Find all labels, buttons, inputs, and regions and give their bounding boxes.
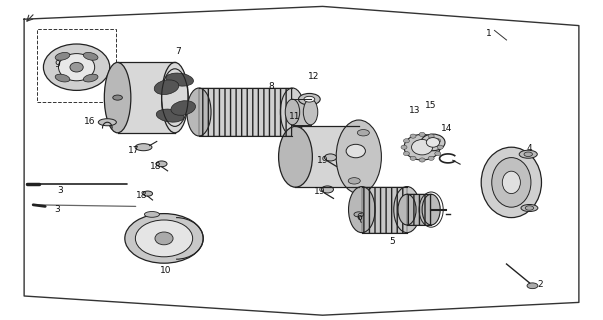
Ellipse shape <box>156 109 184 122</box>
Ellipse shape <box>342 126 376 187</box>
Text: 18: 18 <box>136 191 148 200</box>
Ellipse shape <box>435 139 441 143</box>
Ellipse shape <box>143 191 153 196</box>
Text: 19: 19 <box>317 156 329 164</box>
Text: 15: 15 <box>425 101 437 110</box>
Ellipse shape <box>403 152 409 156</box>
Circle shape <box>527 283 538 289</box>
Ellipse shape <box>349 187 375 233</box>
Ellipse shape <box>154 80 179 94</box>
Text: 7: 7 <box>175 47 181 56</box>
Ellipse shape <box>98 119 116 126</box>
Bar <box>295 126 359 187</box>
Ellipse shape <box>346 144 365 158</box>
Ellipse shape <box>410 156 416 160</box>
Ellipse shape <box>280 88 305 136</box>
Ellipse shape <box>303 99 318 125</box>
Ellipse shape <box>304 96 315 102</box>
Circle shape <box>354 212 364 217</box>
Text: 16: 16 <box>83 117 95 126</box>
Ellipse shape <box>481 147 541 218</box>
Ellipse shape <box>401 145 407 149</box>
Ellipse shape <box>70 62 83 72</box>
Bar <box>362 187 407 233</box>
Ellipse shape <box>419 158 425 162</box>
Text: 2: 2 <box>537 280 543 289</box>
Ellipse shape <box>521 204 538 212</box>
Text: 4: 4 <box>526 144 532 153</box>
Ellipse shape <box>403 139 409 143</box>
Bar <box>362 187 407 233</box>
Text: 1: 1 <box>485 29 491 38</box>
Bar <box>199 88 292 136</box>
Bar <box>37 29 116 102</box>
Ellipse shape <box>491 158 531 207</box>
Ellipse shape <box>410 134 416 138</box>
Ellipse shape <box>519 150 537 158</box>
Ellipse shape <box>166 73 194 86</box>
Ellipse shape <box>298 93 320 105</box>
Text: 11: 11 <box>288 112 300 121</box>
Ellipse shape <box>419 132 425 136</box>
Ellipse shape <box>162 62 188 133</box>
Ellipse shape <box>285 99 300 125</box>
Text: 5: 5 <box>389 237 395 246</box>
Ellipse shape <box>135 144 152 151</box>
Text: 19: 19 <box>314 188 326 196</box>
Circle shape <box>348 178 360 184</box>
Circle shape <box>525 206 534 210</box>
Ellipse shape <box>83 52 98 60</box>
Text: 8: 8 <box>268 82 274 91</box>
Ellipse shape <box>394 187 420 233</box>
Ellipse shape <box>155 232 173 245</box>
Ellipse shape <box>187 88 211 136</box>
Ellipse shape <box>428 134 434 138</box>
Ellipse shape <box>437 145 443 149</box>
Text: 14: 14 <box>441 124 452 132</box>
Ellipse shape <box>55 52 70 60</box>
Bar <box>407 194 431 225</box>
Text: 3: 3 <box>57 186 63 195</box>
Text: 10: 10 <box>160 266 172 275</box>
Circle shape <box>113 95 122 100</box>
Ellipse shape <box>398 194 416 225</box>
Ellipse shape <box>171 101 195 115</box>
Ellipse shape <box>125 214 203 263</box>
Circle shape <box>358 130 370 136</box>
Ellipse shape <box>144 212 159 217</box>
Text: 9: 9 <box>54 60 60 68</box>
Text: 13: 13 <box>409 106 421 115</box>
Ellipse shape <box>55 74 70 82</box>
Ellipse shape <box>58 53 95 81</box>
Ellipse shape <box>426 138 440 147</box>
Circle shape <box>524 152 532 156</box>
Bar <box>292 99 311 125</box>
Ellipse shape <box>502 171 520 194</box>
Ellipse shape <box>421 134 445 151</box>
Ellipse shape <box>422 194 440 225</box>
Bar <box>199 88 292 136</box>
Ellipse shape <box>104 62 131 133</box>
Text: 6: 6 <box>356 213 362 222</box>
Text: 18: 18 <box>150 162 162 171</box>
Text: 12: 12 <box>308 72 319 81</box>
Ellipse shape <box>404 134 440 160</box>
Ellipse shape <box>336 120 381 194</box>
Ellipse shape <box>279 126 312 187</box>
Ellipse shape <box>411 140 432 155</box>
Bar <box>407 194 431 225</box>
Text: 17: 17 <box>128 146 140 155</box>
Ellipse shape <box>321 186 333 193</box>
Ellipse shape <box>156 161 167 167</box>
Text: 3: 3 <box>54 205 60 214</box>
Ellipse shape <box>135 220 192 257</box>
Ellipse shape <box>435 152 441 156</box>
Ellipse shape <box>428 156 434 160</box>
Bar <box>118 62 175 133</box>
Ellipse shape <box>43 44 110 91</box>
Ellipse shape <box>324 154 336 161</box>
Ellipse shape <box>83 74 98 82</box>
